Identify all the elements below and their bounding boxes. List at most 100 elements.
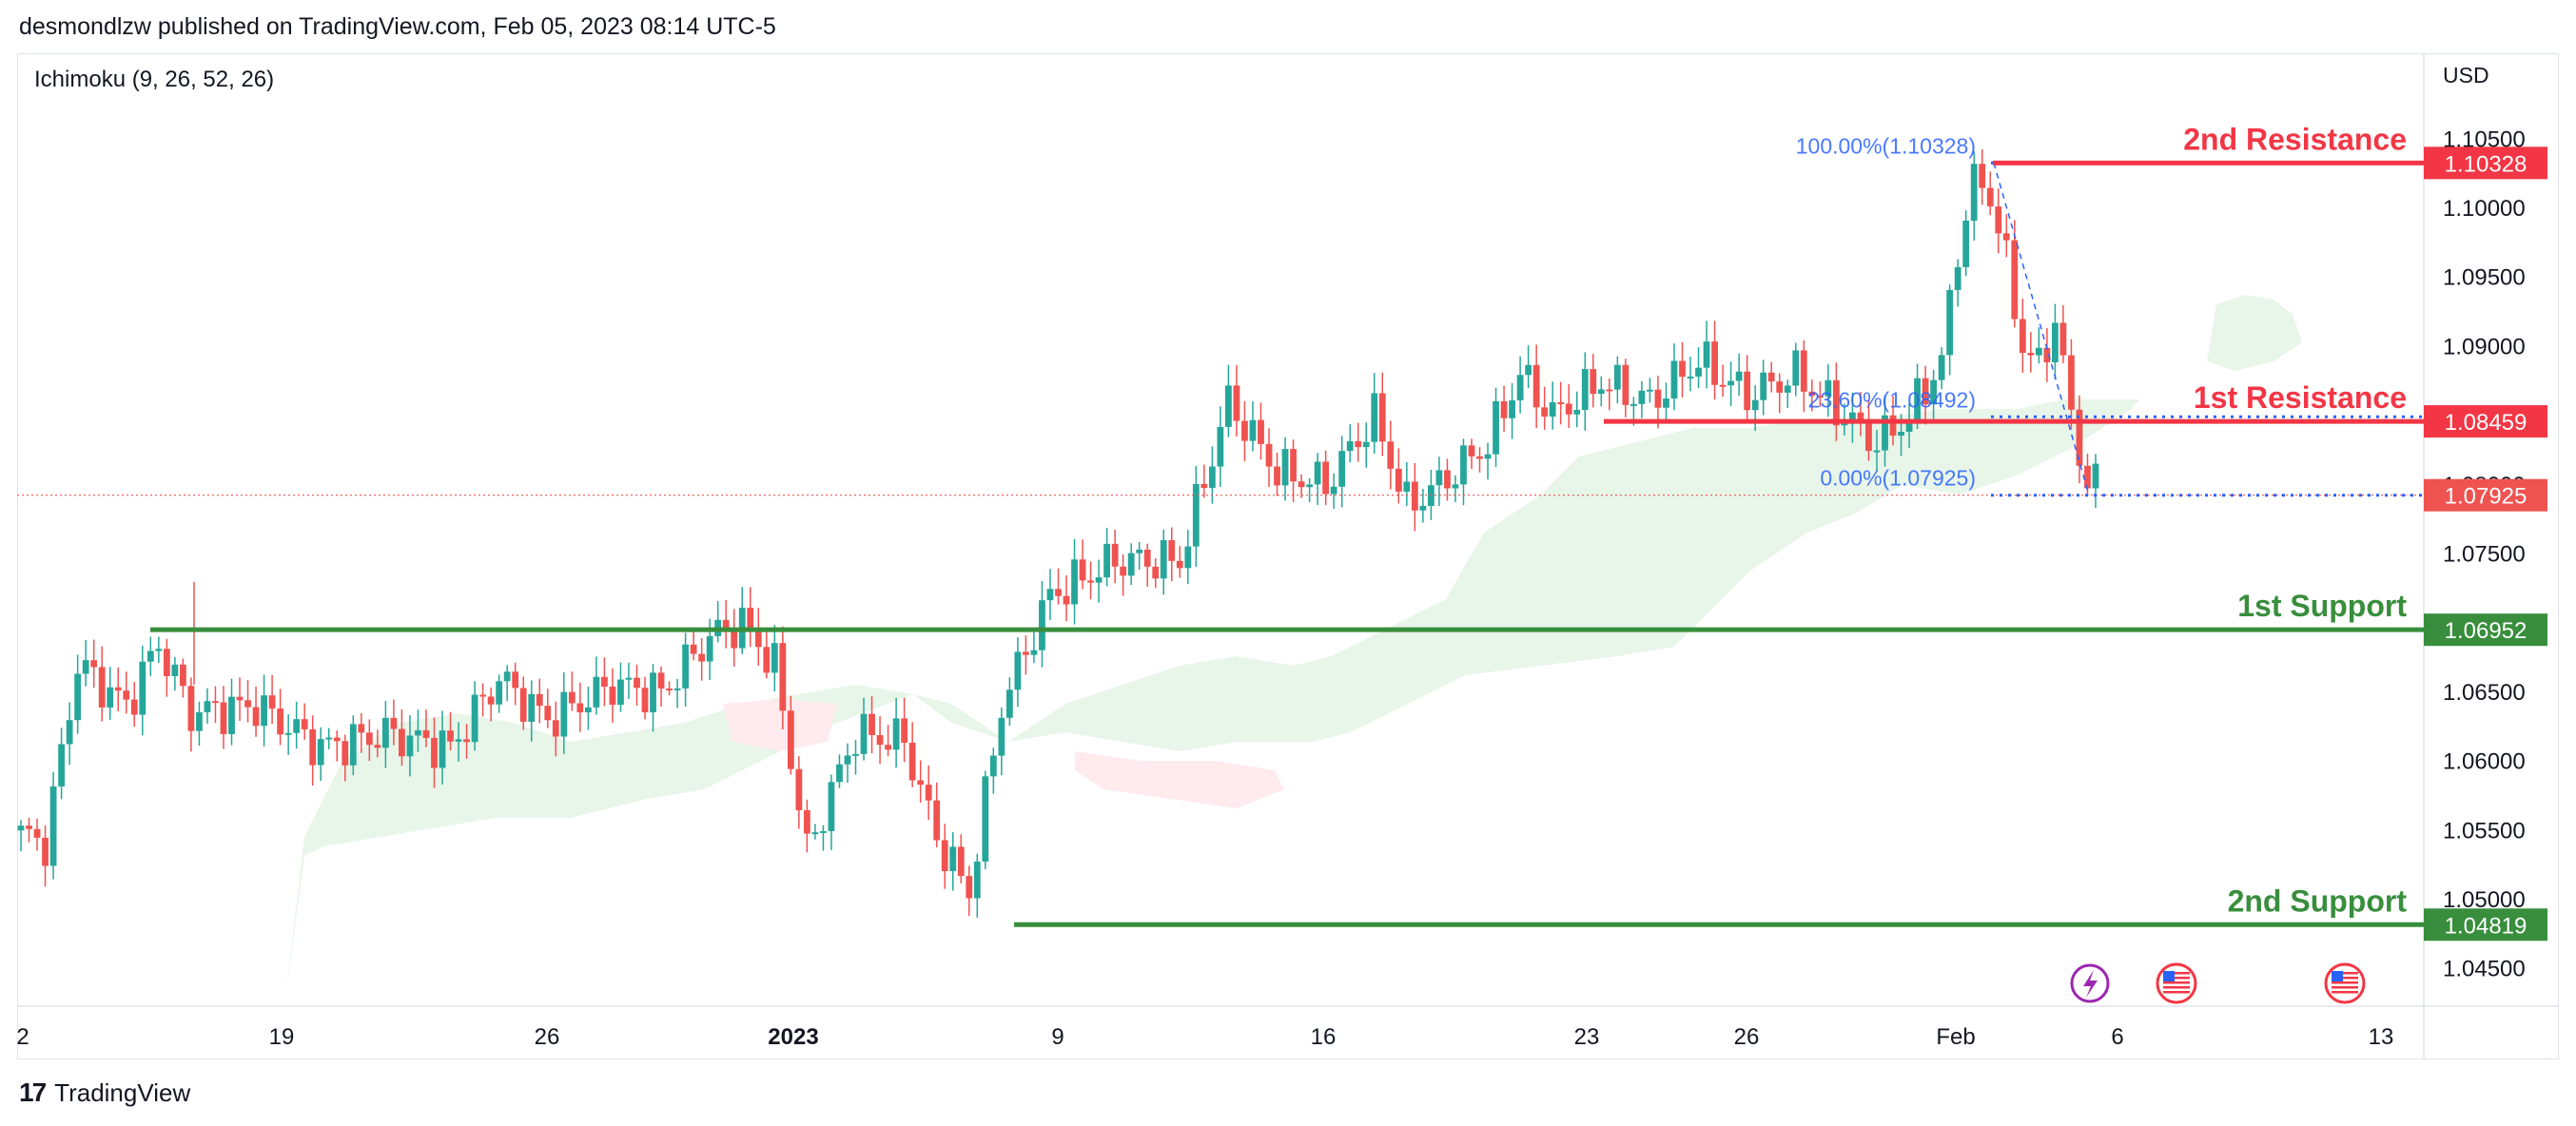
candle-body (1176, 560, 1183, 569)
candle-body (1030, 650, 1038, 655)
candle-body (1679, 360, 1686, 378)
fib-level-label: 0.00%(1.07925) (1820, 466, 1976, 491)
candle-body (1727, 380, 1735, 386)
candle-body (650, 672, 656, 713)
candle-body (1484, 454, 1492, 459)
candle-body (1970, 164, 1978, 222)
candle-body (1882, 415, 1888, 451)
candle-body (2019, 319, 2026, 354)
y-tick-label: 1.06500 (2443, 680, 2526, 706)
bearish-cloud (1075, 751, 1284, 808)
lightning-icon[interactable] (2070, 963, 2110, 1003)
candle-body (1241, 420, 1248, 441)
candle-body (966, 876, 973, 899)
flag-stripe (2163, 981, 2190, 984)
candle-body (625, 677, 633, 680)
candle-body (666, 688, 673, 690)
candle-body (892, 718, 900, 750)
candle-body (1314, 461, 1321, 485)
candle-body (1063, 595, 1070, 605)
candle-body (1014, 651, 1022, 690)
candle-body (634, 677, 640, 689)
candle-body (1258, 419, 1264, 444)
candle-body (795, 768, 803, 810)
flag-canton (2163, 971, 2175, 981)
candle-body (1005, 689, 1013, 718)
candle-body (1509, 399, 1515, 418)
candle-body (1225, 385, 1232, 427)
x-tick-label: 16 (1311, 1024, 1337, 1050)
footer-brand[interactable]: 17 TradingView (19, 1077, 190, 1108)
candle-body (1095, 577, 1103, 583)
price-tag (2424, 405, 2547, 438)
candle-body (293, 719, 301, 733)
candle-body (576, 703, 584, 713)
candle-body (2076, 409, 2083, 466)
candle-body (989, 755, 997, 777)
indicator-legend[interactable]: Ichimoku (9, 26, 52, 26) (34, 67, 275, 92)
candle-body (828, 782, 835, 831)
price-tag-label: 1.06952 (2445, 618, 2527, 644)
candle-body (471, 694, 478, 743)
flag-stripe (2332, 986, 2358, 989)
candle-body (754, 628, 762, 648)
candle-body (998, 717, 1005, 756)
candle-body (1493, 400, 1499, 455)
price-tag-label: 1.08459 (2445, 410, 2527, 436)
candle-body (1500, 400, 1508, 418)
candle-body (811, 832, 819, 835)
candle-body (1841, 422, 1848, 426)
y-tick-label: 1.10000 (2443, 196, 2526, 222)
bullish-cloud (17, 399, 2140, 999)
candle-body (1711, 341, 1718, 385)
candle-body (2068, 355, 2075, 410)
axes: 1.105001.100001.095001.090001.085001.080… (16, 53, 2559, 1059)
y-tick-label: 1.06000 (2443, 749, 2526, 775)
x-tick-label: 23 (1574, 1024, 1600, 1050)
candle-body (1857, 412, 1864, 420)
candle-body (1476, 456, 1483, 459)
candle-body (1371, 393, 1378, 442)
candle-body (852, 753, 859, 756)
candle-body (244, 700, 251, 708)
candle-body (1411, 481, 1418, 511)
candle-body (1200, 483, 1208, 489)
candle-body (1046, 589, 1054, 601)
x-tick-label: 13 (2369, 1024, 2394, 1050)
candle-body (2011, 240, 2019, 320)
candle-body (415, 729, 421, 736)
us-flag-icon[interactable] (2156, 962, 2197, 1004)
candle-body (836, 764, 843, 783)
bullish-cloud (2207, 295, 2302, 371)
candle-body (641, 688, 649, 713)
candle-body (901, 718, 908, 743)
candle-body (196, 711, 203, 731)
candle-body (447, 730, 454, 742)
us-flag-icon[interactable] (2324, 962, 2366, 1004)
candle-body (114, 687, 122, 691)
candle-body (26, 825, 32, 829)
candle-body (261, 695, 267, 727)
currency-label[interactable]: USD (2443, 63, 2489, 87)
event-markers[interactable] (2070, 962, 2366, 1004)
candle-body (236, 696, 244, 701)
candle-body (1784, 385, 1791, 393)
candle-body (2059, 322, 2067, 356)
candle-body (1938, 355, 1945, 380)
candle-body (212, 701, 219, 704)
candle-body (439, 730, 446, 768)
candle-body (609, 687, 616, 706)
candle-body (406, 735, 414, 757)
candle-body (698, 653, 706, 662)
x-tick-label: 2 (16, 1024, 29, 1050)
candle-body (690, 644, 697, 654)
candle-body (1735, 371, 1743, 381)
candle-body (381, 717, 389, 748)
candle-body (1719, 384, 1727, 387)
candle-body (1670, 360, 1678, 399)
candle-body (568, 691, 576, 704)
candle-body (771, 643, 778, 673)
candle-body (973, 861, 981, 899)
y-tick-label: 1.07500 (2443, 542, 2526, 568)
